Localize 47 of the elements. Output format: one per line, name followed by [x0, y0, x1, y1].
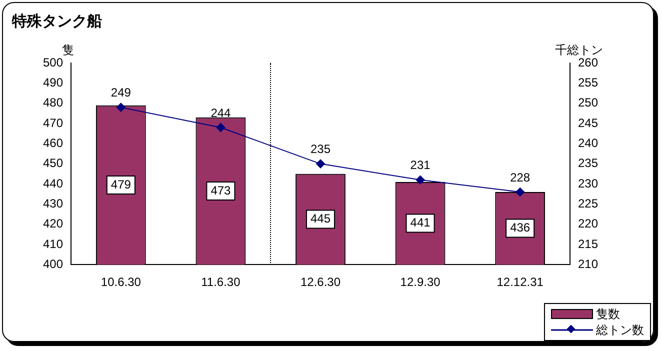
y-tick-label: 460	[42, 136, 64, 150]
y2-tick-label: 230	[578, 176, 598, 190]
y-tick-label: 440	[42, 176, 64, 190]
y2-tick-label: 255	[578, 75, 598, 90]
data-label: 244	[210, 106, 232, 120]
y2-tick-label: 235	[578, 156, 598, 170]
y-tick-label: 410	[42, 236, 64, 251]
y-tick-label: 420	[42, 216, 64, 231]
point	[516, 188, 525, 197]
data-label: 441	[410, 216, 431, 230]
x-tick-label: 12.6.30	[300, 275, 341, 290]
y2-axis-title: 千総トン	[555, 42, 603, 58]
y-tick-label: 490	[42, 75, 64, 90]
point	[316, 159, 325, 168]
y2-tick-label: 225	[578, 196, 598, 210]
data-label: 231	[410, 158, 431, 172]
chart-title: 特殊タンク船	[12, 12, 102, 31]
y-tick-label: 500	[42, 55, 64, 70]
data-label: 249	[110, 86, 132, 100]
data-label: 479	[110, 177, 132, 192]
y2-tick-label: 210	[578, 256, 598, 271]
point	[416, 175, 425, 184]
y2-tick-label: 215	[578, 236, 598, 251]
y-tick-label: 430	[42, 196, 64, 210]
x-tick-label: 12.12.31	[496, 275, 544, 290]
x-tick-label: 10.6.30	[100, 275, 142, 290]
legend-label: 隻数	[596, 306, 620, 322]
y-tick-label: 450	[42, 156, 64, 170]
y-tick-label: 480	[42, 96, 64, 110]
y2-tick-label: 245	[578, 116, 598, 130]
y2-tick-label: 260	[578, 55, 598, 70]
y2-tick-label: 220	[578, 216, 598, 231]
point	[116, 102, 126, 112]
data-label: 473	[210, 183, 232, 198]
data-label: 228	[510, 170, 530, 184]
data-label: 445	[310, 212, 331, 226]
data-label: 436	[510, 220, 530, 235]
y-tick-label: 470	[42, 116, 64, 130]
legend-label: 総トン数	[596, 322, 644, 338]
y2-tick-label: 250	[578, 96, 598, 110]
y-axis-title: 隻	[62, 42, 74, 58]
point	[216, 123, 226, 132]
x-tick-label: 11.6.30	[201, 275, 241, 290]
x-tick-label: 12.9.30	[400, 275, 441, 290]
y2-tick-label: 240	[578, 136, 598, 150]
data-label: 235	[310, 142, 331, 156]
y-tick-label: 400	[42, 256, 64, 271]
